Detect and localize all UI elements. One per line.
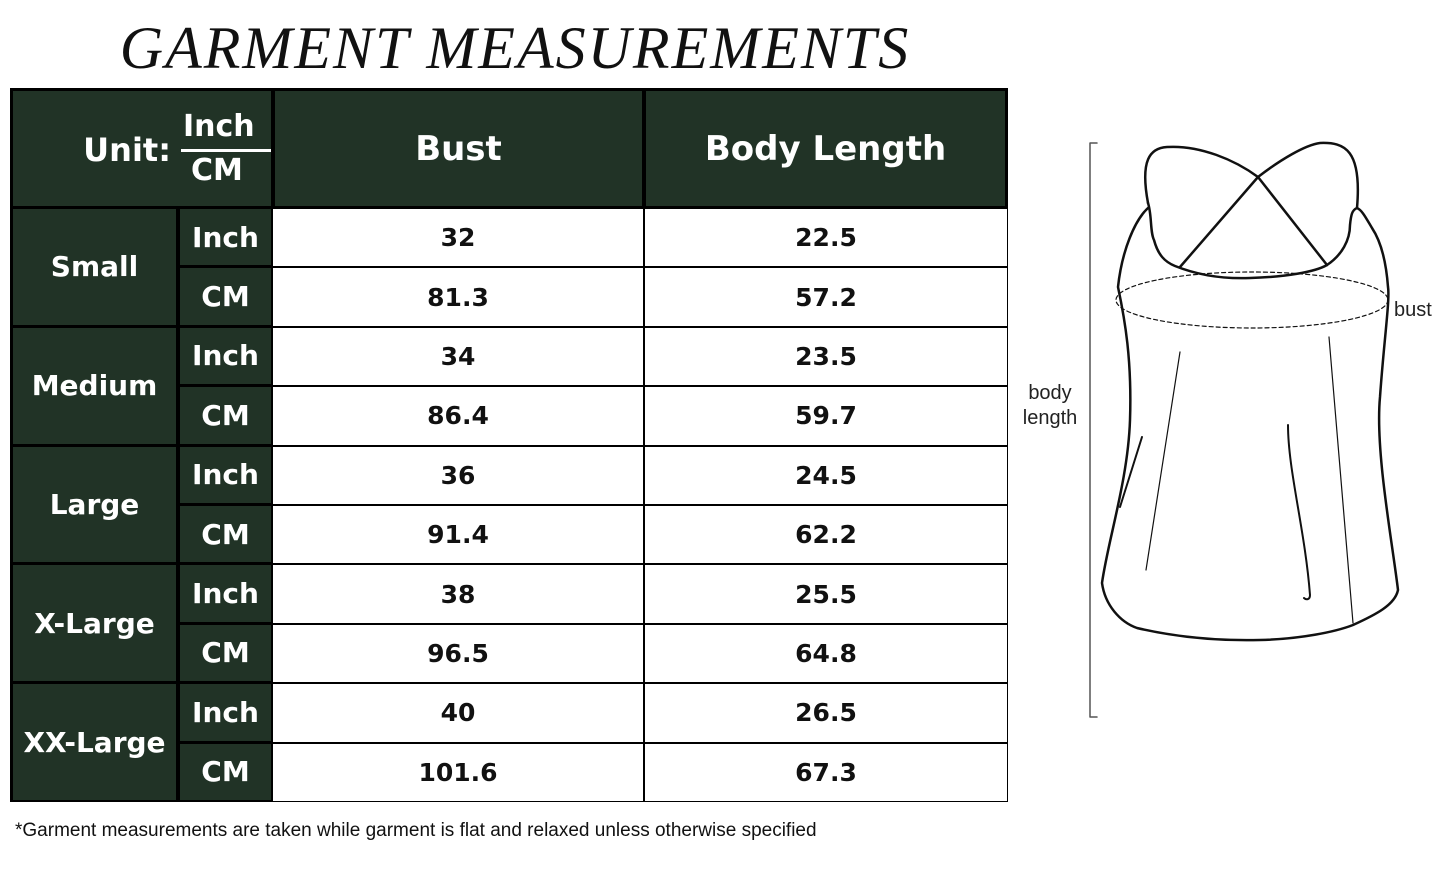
bust-ellipse <box>1115 271 1389 329</box>
size-label-large: Large <box>13 446 176 563</box>
body-length-label-line2: length <box>1022 407 1078 429</box>
bust-value: 38 <box>273 565 643 623</box>
body-length-label-line1: body <box>1028 382 1072 404</box>
unit-cell: Inch <box>180 209 271 266</box>
body-outline <box>1100 206 1400 642</box>
body-length-value: 24.5 <box>645 446 1007 504</box>
size-label-x-large: X-Large <box>13 565 176 682</box>
bust-value: 32 <box>273 209 643 267</box>
cups-outline <box>1143 141 1360 210</box>
bust-value: 40 <box>273 684 643 742</box>
fold-line <box>1328 336 1354 624</box>
page-title: GARMENT MEASUREMENTS <box>119 15 911 81</box>
unit-cell: Inch <box>180 446 271 503</box>
unit-cell: Inch <box>180 327 271 385</box>
body-length-value: 25.5 <box>645 565 1007 623</box>
body-length-value: 59.7 <box>645 387 1007 445</box>
unit-cell: CM <box>180 506 271 563</box>
bust-value: 36 <box>273 446 643 504</box>
body-length-value: 64.8 <box>645 624 1007 683</box>
bust-label: bust <box>1394 299 1432 321</box>
bust-value: 91.4 <box>273 506 643 564</box>
bust-value: 96.5 <box>273 624 643 683</box>
unit-top: Inch <box>183 109 255 144</box>
fold-line <box>1145 351 1181 571</box>
unit-cell: Inch <box>180 565 271 622</box>
unit-label: Unit: <box>83 131 171 169</box>
unit-cell: CM <box>180 624 271 682</box>
unit-cell: CM <box>180 268 271 325</box>
size-label-xx-large: XX-Large <box>13 684 176 800</box>
unit-cell: CM <box>180 387 271 444</box>
bust-value: 101.6 <box>273 743 643 801</box>
bust-value: 81.3 <box>273 268 643 326</box>
strap-left <box>1178 175 1260 269</box>
fold-line <box>1287 424 1311 601</box>
footnote: *Garment measurements are taken while ga… <box>15 820 817 841</box>
body-length-value: 62.2 <box>645 506 1007 564</box>
body-length-label: body length <box>1015 381 1085 431</box>
bust-value: 86.4 <box>273 387 643 445</box>
size-chart-table: Unit: Inch CM Bust Body Length Small Inch… <box>10 88 1008 802</box>
unit-divider <box>181 149 271 152</box>
fold-line <box>1119 436 1143 508</box>
size-label-small: Small <box>13 209 176 325</box>
size-label-medium: Medium <box>13 327 176 444</box>
unit-cell: Inch <box>180 684 271 741</box>
unit-bottom: CM <box>191 153 243 188</box>
body-length-header: Body Length <box>646 91 1005 206</box>
bust-header: Bust <box>275 91 642 206</box>
body-length-value: 57.2 <box>645 268 1007 326</box>
body-length-value: 67.3 <box>645 743 1007 801</box>
unit-cell: CM <box>180 743 271 800</box>
cups-bottom <box>1146 201 1359 280</box>
body-length-value: 23.5 <box>645 327 1007 386</box>
bust-value: 34 <box>273 327 643 386</box>
unit-header: Unit: Inch CM <box>13 91 271 206</box>
strap-right <box>1256 175 1329 267</box>
length-bracket <box>1089 142 1098 718</box>
body-length-value: 22.5 <box>645 209 1007 267</box>
body-length-value: 26.5 <box>645 684 1007 742</box>
